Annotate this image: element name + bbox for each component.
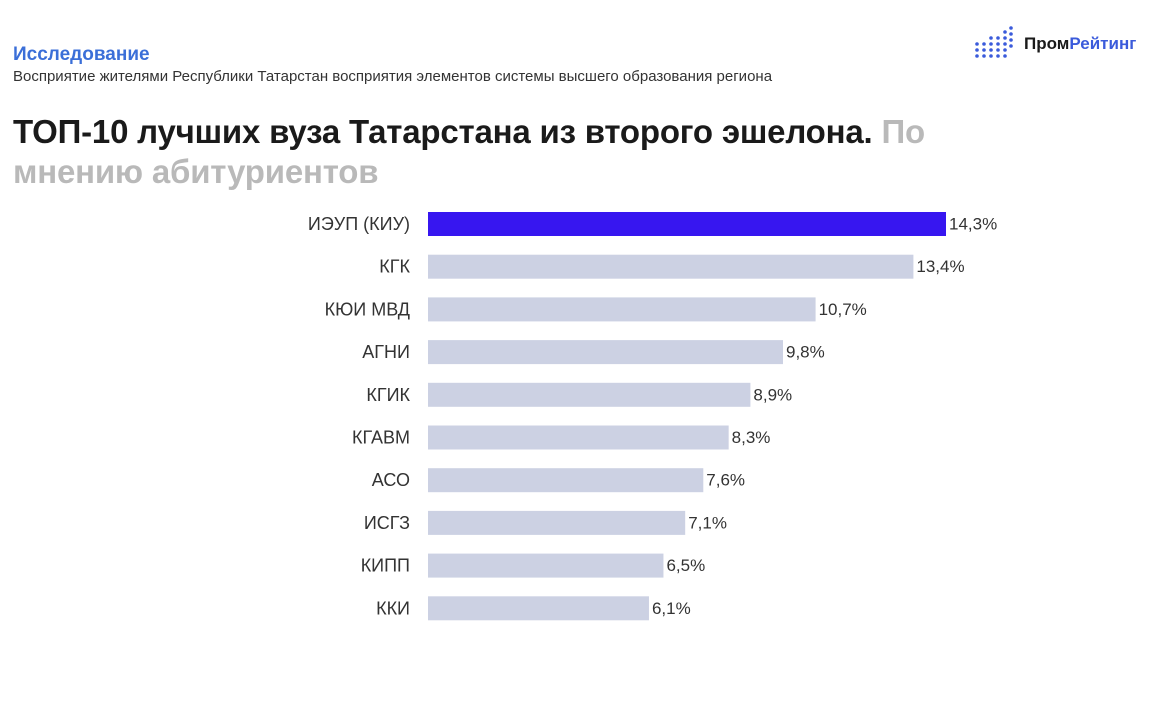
category-label-10: ККИ — [376, 598, 410, 618]
category-label-7: АСО — [372, 470, 410, 490]
value-label-9: 6,5% — [666, 556, 705, 575]
page-subtitle: Восприятие жителями Республики Татарстан… — [13, 68, 773, 85]
logo-text-rating: Рейтинг — [1069, 34, 1137, 53]
page-title: ТОП-10 лучших вуза Татарстана из второго… — [13, 112, 1033, 192]
value-label-1: 14,3% — [949, 215, 997, 234]
category-label-6: КГАВМ — [352, 428, 410, 448]
value-label-4: 9,8% — [786, 343, 825, 362]
value-label-10: 6,1% — [652, 599, 691, 618]
bar-chart: ИЭУП (КИУ) 14,3% КГК 13,4% КЮИ МВД 10,7% АГНИ 9… — [308, 212, 997, 621]
category-label-3: КЮИ МВД — [325, 299, 410, 319]
value-label-3: 10,7% — [819, 300, 867, 319]
page-title-muted: По мнению абитуриентов — [13, 113, 925, 190]
bar-1 — [428, 212, 946, 236]
category-label-9: КИПП — [361, 556, 410, 576]
value-label-8: 7,1% — [688, 513, 727, 532]
logo-text-prom: Пром — [1024, 34, 1070, 53]
section-label: Исследование — [13, 44, 150, 65]
logo-text: ПромРейтинг — [1024, 34, 1136, 54]
bar-3 — [428, 297, 816, 322]
value-label-2: 13,4% — [916, 257, 964, 276]
value-label-7: 7,6% — [706, 471, 745, 490]
bar-5 — [428, 382, 751, 407]
category-label-1: ИЭУП (КИУ) — [308, 214, 410, 234]
category-label-8: ИСГЗ — [364, 513, 410, 533]
category-label-5: КГИК — [366, 385, 410, 405]
bar-6 — [428, 425, 729, 450]
category-label-2: КГК — [379, 257, 410, 277]
bar-10 — [428, 596, 649, 621]
dot-grid-logo-icon — [974, 26, 1014, 62]
bar-2 — [428, 254, 914, 279]
bar-4 — [428, 340, 783, 365]
bar-8 — [428, 510, 686, 535]
page-title-main: ТОП-10 лучших вуза Татарстана из второго… — [13, 113, 873, 150]
category-label-4: АГНИ — [362, 342, 410, 362]
value-label-5: 8,9% — [753, 385, 792, 404]
value-label-6: 8,3% — [732, 428, 771, 447]
promrating-logo: ПромРейтинг — [974, 26, 1136, 62]
bar-7 — [428, 468, 704, 493]
bar-9 — [428, 553, 664, 578]
